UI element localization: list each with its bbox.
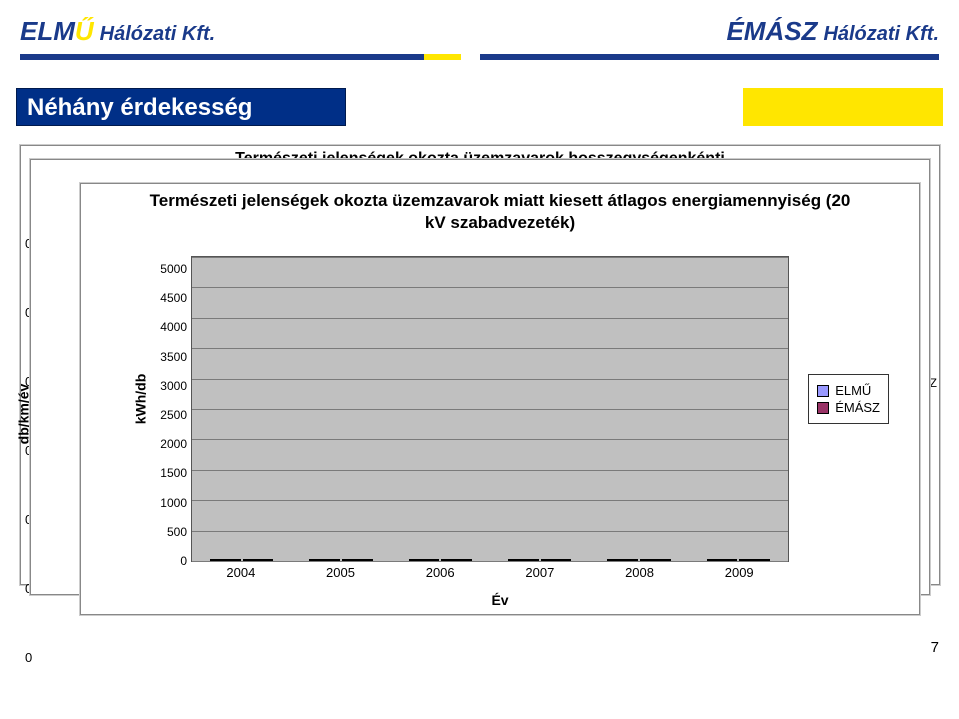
gridline xyxy=(192,318,788,319)
ytick: 4000 xyxy=(145,320,187,334)
gridline xyxy=(192,257,788,258)
logo-elmu: ELM Ű Hálózati Kft. xyxy=(20,16,215,47)
legend-swatch xyxy=(817,385,829,397)
bar xyxy=(441,559,472,561)
bar xyxy=(210,559,241,561)
ytick: 4500 xyxy=(145,291,187,305)
gridline xyxy=(192,531,788,532)
ytick: 2000 xyxy=(145,437,187,451)
bar-group xyxy=(210,559,274,561)
xtick: 2006 xyxy=(390,565,490,580)
legend-item: ELMŰ xyxy=(817,383,880,398)
bar xyxy=(607,559,638,561)
legend: ELMŰ ÉMÁSZ xyxy=(808,374,889,424)
bar xyxy=(640,559,671,561)
ytick: 5000 xyxy=(145,262,187,276)
bar xyxy=(309,559,340,561)
bar xyxy=(541,559,572,561)
xticks: 200420052006200720082009 xyxy=(191,565,789,580)
bar xyxy=(243,559,274,561)
ytick: 1000 xyxy=(145,496,187,510)
back-ytick: 0 xyxy=(25,650,50,665)
bar-group xyxy=(508,559,572,561)
xtick: 2008 xyxy=(590,565,690,580)
bar xyxy=(739,559,770,561)
xtick: 2007 xyxy=(490,565,590,580)
front-chart-title: Természeti jelenségek okozta üzemzavarok… xyxy=(81,186,919,234)
gridline xyxy=(192,439,788,440)
bar xyxy=(707,559,738,561)
bar-group xyxy=(409,559,473,561)
gridline xyxy=(192,287,788,288)
bar-group xyxy=(707,559,771,561)
bar xyxy=(409,559,440,561)
page-title: Néhány érdekesség xyxy=(16,88,346,126)
xtick: 2004 xyxy=(191,565,291,580)
chart-front-layer: Természeti jelenségek okozta üzemzavarok… xyxy=(80,183,920,615)
ytick: 3000 xyxy=(145,379,187,393)
logo-right-rest: Hálózati Kft. xyxy=(823,23,939,46)
header: ELM Ű Hálózati Kft. ÉMÁSZ Hálózati Kft. xyxy=(0,0,959,62)
legend-label: ÉMÁSZ xyxy=(835,400,880,415)
xaxis-label: Év xyxy=(491,592,508,608)
ytick: 3500 xyxy=(145,350,187,364)
gridline xyxy=(192,348,788,349)
logo-right-prefix: ÉMÁSZ xyxy=(726,16,817,47)
page-number: 7 xyxy=(931,639,939,656)
gridline xyxy=(192,409,788,410)
yticks: 5000450040003500300025002000150010005000 xyxy=(145,256,187,562)
ytick: 500 xyxy=(145,525,187,539)
ytick: 1500 xyxy=(145,466,187,480)
bar-group xyxy=(607,559,671,561)
logo-left-prefix: ELM xyxy=(20,16,75,47)
gridline xyxy=(192,379,788,380)
logo-left-rest: Hálózati Kft. xyxy=(100,23,216,46)
logo-left-accent: Ű xyxy=(75,16,94,47)
xtick: 2009 xyxy=(689,565,789,580)
gridline xyxy=(192,561,788,562)
xtick: 2005 xyxy=(291,565,391,580)
gridline xyxy=(192,500,788,501)
yellow-block xyxy=(743,88,943,126)
logo-emasz: ÉMÁSZ Hálózati Kft. xyxy=(726,16,939,47)
legend-label: ELMŰ xyxy=(835,383,871,398)
legend-item: ÉMÁSZ xyxy=(817,400,880,415)
bar-group xyxy=(309,559,373,561)
ytick: 0 xyxy=(145,554,187,568)
plot-region xyxy=(191,256,789,562)
ytick: 2500 xyxy=(145,408,187,422)
header-underline xyxy=(20,54,939,62)
bar xyxy=(508,559,539,561)
bar xyxy=(342,559,373,561)
legend-swatch xyxy=(817,402,829,414)
chart-stage: Természeti jelenségek okozta üzemzavarok… xyxy=(20,145,940,625)
gridline xyxy=(192,470,788,471)
